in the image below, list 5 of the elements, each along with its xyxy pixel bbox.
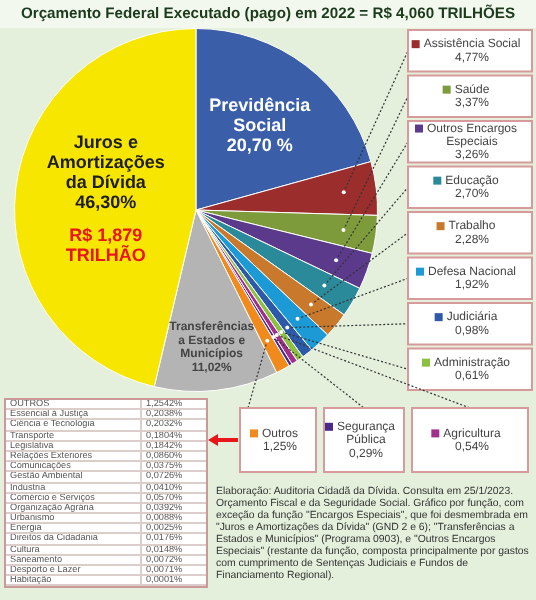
data-label: 20,70 % [226, 135, 293, 156]
slice-label: Juros e Amortizações da Dívida [46, 132, 165, 193]
slice-label: Previdência Social [209, 95, 313, 136]
text: R$ 1,879 TRILHÃO [65, 224, 146, 265]
data-label: 46,30% [75, 192, 137, 213]
